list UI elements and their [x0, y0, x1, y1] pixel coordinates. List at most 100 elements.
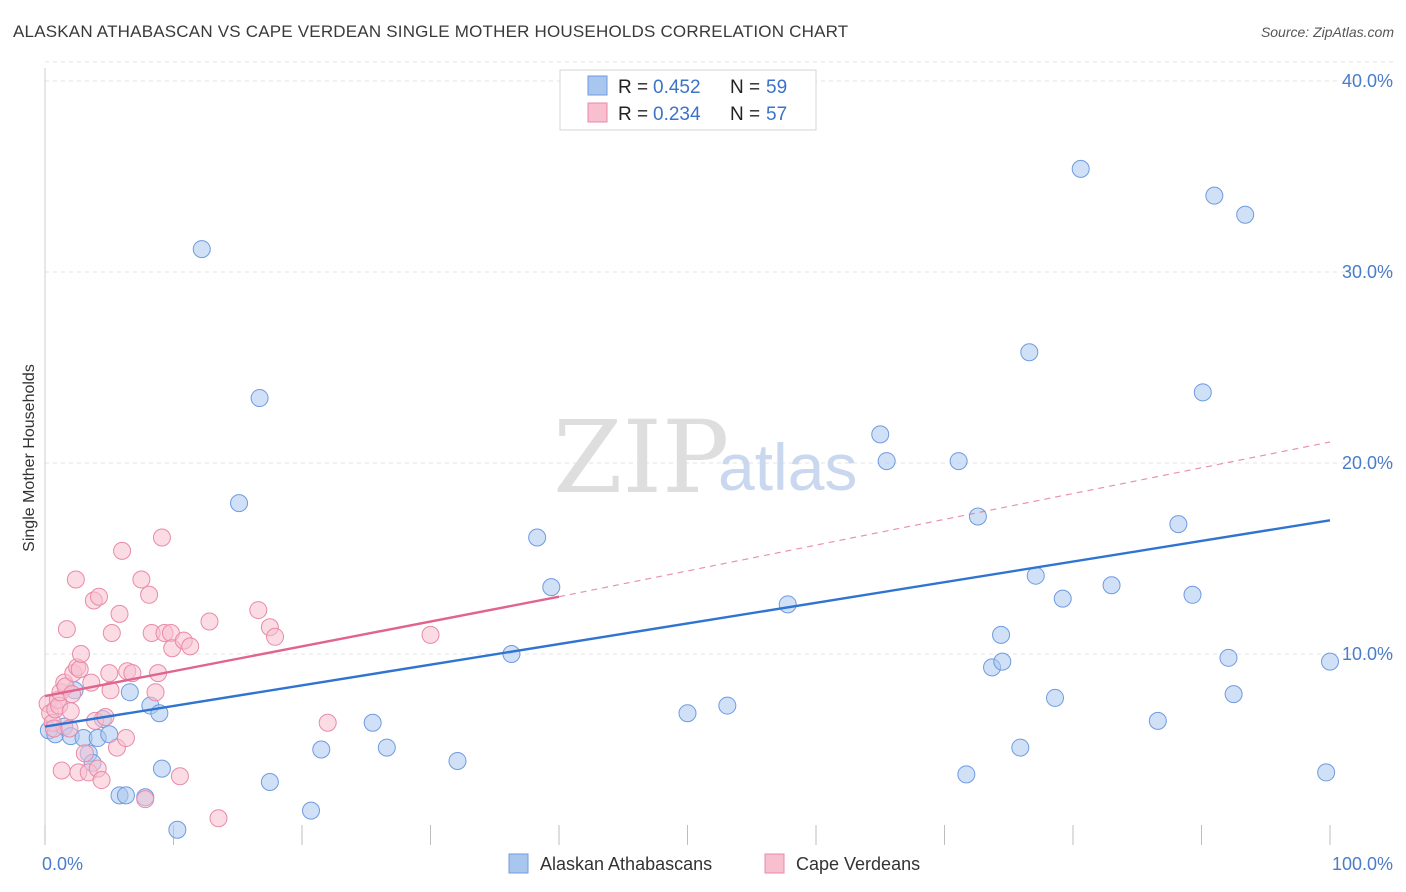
legend-r-value-blue: 0.452 — [653, 77, 701, 98]
blue-point-37 — [949, 452, 968, 471]
blue-point-28 — [502, 645, 521, 663]
legend-r-label-pink: R = — [618, 104, 648, 125]
pink-point-30 — [100, 664, 119, 683]
blue-point-27 — [448, 751, 467, 770]
blue-point-40 — [993, 652, 1012, 671]
pink-point-28 — [92, 771, 111, 790]
blue-point-21 — [250, 389, 269, 408]
watermark-zip: ZIP — [553, 399, 729, 516]
y-tick-label-30: 30.0% — [1342, 262, 1393, 282]
blue-point-53 — [1205, 186, 1224, 205]
pink-point-57 — [318, 713, 337, 732]
blue-point-32 — [718, 696, 737, 715]
pink-point-20 — [71, 645, 90, 663]
blue-point-38 — [968, 507, 987, 526]
pink-point-39 — [132, 570, 151, 589]
blue-point-46 — [1053, 589, 1072, 608]
blue-point-20 — [230, 494, 249, 513]
blue-point-52 — [1193, 383, 1212, 402]
pink-point-53 — [209, 809, 228, 828]
pink-point-58 — [421, 625, 440, 644]
blue-point-58 — [1321, 652, 1339, 671]
pink-point-19 — [70, 660, 89, 679]
pink-point-56 — [266, 627, 285, 646]
y-tick-label-20: 20.0% — [1342, 453, 1393, 473]
blue-point-18 — [168, 820, 187, 839]
y-axis-label: Single Mother Households — [21, 364, 38, 552]
blue-point-33 — [778, 595, 797, 614]
blue-point-43 — [1020, 343, 1039, 362]
pink-point-49 — [170, 767, 189, 786]
trend-line-blue — [44, 519, 1331, 728]
blue-point-45 — [1046, 688, 1065, 707]
y-tick-label-10: 10.0% — [1342, 644, 1393, 664]
blue-point-54 — [1219, 648, 1238, 667]
pink-point-27 — [89, 587, 108, 606]
pink-point-8 — [52, 761, 71, 780]
pink-point-52 — [200, 612, 219, 631]
blue-point-19 — [192, 240, 211, 259]
blue-point-35 — [877, 452, 896, 471]
trend-lines — [44, 441, 1331, 728]
blue-point-23 — [301, 801, 320, 820]
legend-swatch-blue — [587, 75, 608, 96]
blue-point-31 — [678, 704, 697, 723]
blue-point-56 — [1236, 205, 1255, 224]
y-axis-tick-labels: 10.0% 20.0% 30.0% 40.0% — [1342, 71, 1393, 664]
bottom-legend: Alaskan Athabascans Cape Verdeans — [508, 853, 920, 874]
blue-point-24 — [312, 740, 331, 759]
watermark-atlas: atlas — [718, 430, 857, 504]
pink-point-34 — [110, 604, 129, 623]
bottom-legend-swatch-pink — [764, 853, 785, 874]
trend-line-pink — [44, 595, 560, 698]
blue-point-47 — [1071, 159, 1090, 178]
legend-n-value-pink: 57 — [766, 104, 787, 125]
blue-point-50 — [1169, 515, 1188, 534]
blue-point-26 — [377, 738, 396, 757]
pink-point-14 — [62, 685, 81, 704]
source-credit: Source: ZipAtlas.com — [1260, 24, 1394, 40]
blue-point-44 — [1026, 566, 1045, 585]
blue-point-57 — [1317, 763, 1336, 782]
legend: R = 0.452 N = 59 R = 0.234 N = 57 — [559, 69, 817, 131]
x-axis-tick-labels: 0.0% 100.0% — [42, 854, 1393, 874]
bottom-legend-label-pink: Cape Verdeans — [796, 854, 920, 874]
pink-point-54 — [249, 601, 268, 620]
blue-point-12 — [116, 786, 135, 805]
legend-n-value-blue: 59 — [766, 77, 787, 98]
pink-point-40 — [136, 790, 155, 809]
series-cape-verdeans-points — [38, 528, 440, 828]
blue-point-41 — [992, 625, 1011, 644]
pink-point-32 — [102, 623, 121, 642]
blue-point-55 — [1224, 685, 1243, 704]
blue-point-10 — [100, 725, 119, 744]
pink-point-31 — [101, 681, 120, 700]
blue-point-30 — [542, 578, 561, 597]
bottom-legend-swatch-blue — [508, 853, 529, 874]
blue-point-34 — [871, 425, 890, 444]
x-tick-label-0: 0.0% — [42, 854, 83, 874]
pink-point-3 — [44, 719, 63, 738]
blue-point-17 — [152, 759, 171, 778]
blue-point-51 — [1183, 585, 1202, 604]
pink-point-13 — [61, 702, 80, 721]
legend-r-label-blue: R = — [618, 77, 648, 98]
x-axis-ticks — [44, 825, 1331, 845]
blue-point-48 — [1102, 576, 1121, 595]
blue-point-29 — [528, 528, 547, 547]
blue-point-36 — [957, 765, 976, 784]
pink-point-21 — [75, 744, 94, 763]
legend-n-label-pink: N = — [730, 104, 760, 125]
pink-point-41 — [140, 585, 159, 604]
pink-point-51 — [181, 637, 200, 656]
pink-point-16 — [66, 570, 85, 589]
blue-point-42 — [1011, 738, 1030, 757]
x-tick-label-100: 100.0% — [1332, 854, 1393, 874]
bottom-legend-label-blue: Alaskan Athabascans — [540, 854, 712, 874]
y-tick-label-40: 40.0% — [1342, 71, 1393, 91]
chart-title: ALASKAN ATHABASCAN VS CAPE VERDEAN SINGL… — [13, 22, 849, 41]
blue-point-13 — [120, 683, 139, 702]
legend-r-value-pink: 0.234 — [653, 104, 701, 125]
legend-swatch-pink — [587, 102, 608, 123]
